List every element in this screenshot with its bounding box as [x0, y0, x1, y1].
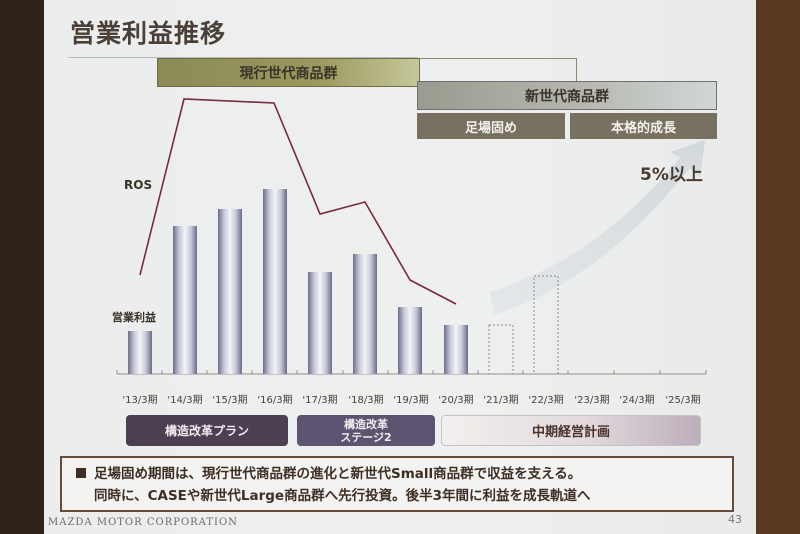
foundation-band: 足場固め — [417, 113, 565, 139]
slide-title: 営業利益推移 — [70, 19, 227, 48]
bar-16 — [263, 189, 287, 374]
operating-profit-label: 営業利益 — [112, 311, 156, 324]
bar-19 — [398, 307, 422, 374]
x-tick-label: '19/3期 — [393, 395, 429, 406]
bar-20 — [444, 325, 468, 374]
square-bullet-icon — [76, 468, 86, 478]
company-footer: MAZDA MOTOR CORPORATION — [48, 517, 238, 528]
x-tick-label: '22/3期 — [528, 395, 564, 406]
bar-15 — [218, 209, 242, 374]
message-box: 足場固め期間は、現行世代商品群の進化と新世代Small商品群で収益を支える。 同… — [60, 456, 734, 512]
message-line-2: 同時に、CASEや新世代Large商品群へ先行投資。後半3年間に利益を成長軌道へ — [94, 488, 591, 504]
phase-structural-reform-stage2: 構造改革 ステージ2 — [297, 415, 435, 446]
x-tick-label: '25/3期 — [665, 395, 701, 406]
page-number: 43 — [728, 513, 742, 526]
phase-stage2-line1: 構造改革 — [344, 417, 388, 431]
message-line-1: 足場固め期間は、現行世代商品群の進化と新世代Small商品群で収益を支える。 — [76, 463, 732, 485]
phase-stage2-line2: ステージ2 — [340, 430, 392, 444]
x-tick-label: '16/3期 — [257, 395, 293, 406]
bar-22-plan — [533, 275, 559, 375]
x-tick-label: '24/3期 — [619, 395, 655, 406]
right-frame — [756, 0, 800, 534]
bar-14 — [173, 226, 197, 374]
current-generation-band: 現行世代商品群 — [157, 58, 420, 87]
x-tick-label: '17/3期 — [302, 395, 338, 406]
bar-21-plan — [488, 324, 514, 375]
ros-line — [139, 98, 457, 305]
full-growth-band: 本格的成長 — [570, 113, 717, 139]
x-tick-label: '20/3期 — [438, 395, 474, 406]
new-generation-band: 新世代商品群 — [417, 81, 717, 110]
message-line-1-text: 足場固め期間は、現行世代商品群の進化と新世代Small商品群で収益を支える。 — [94, 466, 582, 482]
bar-13 — [128, 331, 152, 374]
target-label: 5%以上 — [640, 165, 703, 185]
phase-structural-reform-plan: 構造改革プラン — [126, 415, 288, 446]
growth-arrow-icon — [490, 140, 705, 315]
x-tick-label: '14/3期 — [167, 395, 203, 406]
left-frame — [0, 0, 44, 534]
x-tick-label: '21/3期 — [483, 395, 519, 406]
x-tick-label: '13/3期 — [122, 395, 158, 406]
ros-label: ROS — [124, 178, 153, 192]
bar-18 — [353, 254, 377, 374]
bar-17 — [308, 272, 332, 374]
x-tick-label: '15/3期 — [212, 395, 248, 406]
x-tick-label: '23/3期 — [574, 395, 610, 406]
phase-midterm-plan: 中期経営計画 — [441, 415, 701, 446]
title-divider — [68, 57, 418, 58]
current-generation-extension — [420, 58, 577, 81]
x-tick-label: '18/3期 — [348, 395, 384, 406]
